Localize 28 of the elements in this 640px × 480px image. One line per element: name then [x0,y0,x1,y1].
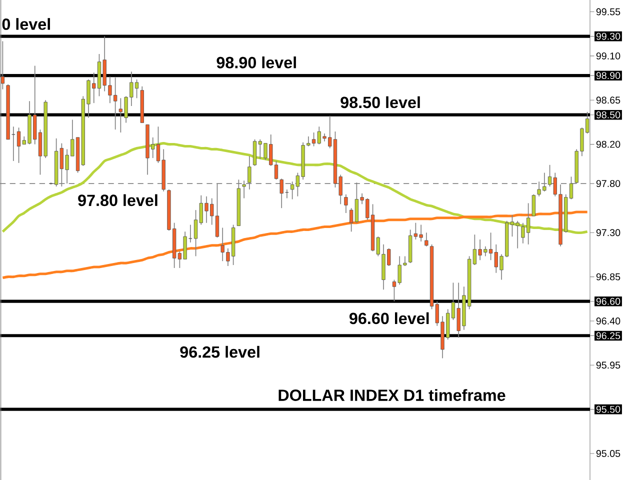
candlestick [532,194,536,216]
y-tick-label: 98.90 [596,72,620,80]
y-tick-label: 96.25 [596,332,620,340]
y-tick-label: 99.55 [596,8,620,16]
ref-line-label: 98.90 level [216,56,296,68]
annotation: DOLLAR INDEX D1 timeframe [278,389,506,401]
ref-line-label: 96.60 level [350,312,429,324]
y-tick-label: 97.30 [596,229,620,236]
candlestick [12,126,16,162]
y-tick-label: 96.60 [596,298,620,305]
y-tick-label: 95.05 [596,450,620,457]
ref-line-label: 96.25 level [180,346,260,358]
y-tick-label: 98.20 [596,140,620,148]
y-tick-label: 98.65 [596,96,620,104]
ref-line-label: 97.80 level [78,194,158,206]
candlestick [188,224,192,243]
ref-line-label: 0 level [2,18,50,30]
y-tick-label: 98.50 [596,111,620,118]
y-tick-label: 95.50 [596,406,620,413]
y-tick-label: 99.30 [596,32,620,40]
y-tick-label: 99.10 [596,52,620,60]
y-tick-label: 97.80 [596,180,620,188]
y-tick-label: 96.85 [596,273,620,280]
y-tick-label: 96.40 [596,318,620,324]
candlestick [424,232,428,247]
candlestick [344,194,348,214]
y-tick-label: 95.95 [596,362,620,369]
ref-line-label: 98.50 level [340,96,420,108]
